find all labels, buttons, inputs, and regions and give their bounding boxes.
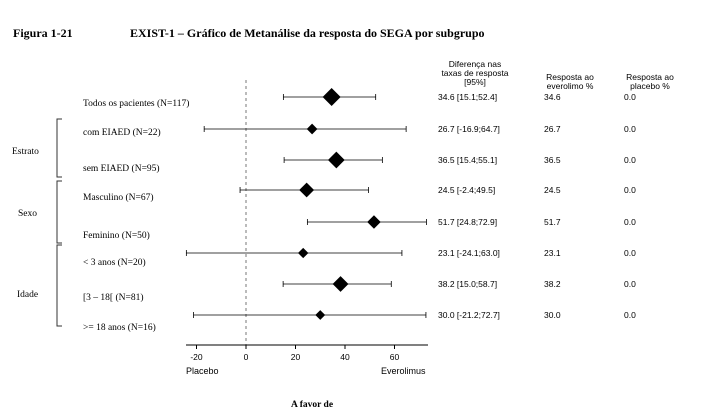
group-label: Estrato xyxy=(12,147,39,157)
ci-value: 26.7 [-16.9;64.7] xyxy=(438,124,500,134)
figure-title: EXIST-1 – Gráfico de Metanálise da respo… xyxy=(130,26,485,40)
estimate-diamond xyxy=(332,276,349,292)
row-label: [3 – 18[ (N=81) xyxy=(83,293,144,303)
figure-label: Figura 1-21 xyxy=(13,26,73,40)
estimate-diamond xyxy=(367,215,381,229)
ci-value: 30.0 [-21.2;72.7] xyxy=(438,310,500,320)
everolimo-value: 24.5 xyxy=(544,185,561,195)
everolimo-value: 30.0 xyxy=(544,310,561,320)
placebo-value: 0.0 xyxy=(624,185,636,195)
group-label: Sexo xyxy=(18,209,37,219)
everolimo-value: 36.5 xyxy=(544,155,561,165)
estimate-diamond xyxy=(322,88,341,106)
x-axis-right-label: Everolimus xyxy=(381,366,426,376)
row-label: Feminino (N=50) xyxy=(83,231,150,241)
ci-value: 51.7 [24.8;72.9] xyxy=(438,217,498,227)
placebo-value: 0.0 xyxy=(624,279,636,289)
placebo-value: 0.0 xyxy=(624,124,636,134)
x-tick-label: -20 xyxy=(190,352,203,362)
row-label: com EIAED (N=22) xyxy=(83,128,161,138)
placebo-value: 0.0 xyxy=(624,92,636,102)
everolimo-value: 38.2 xyxy=(544,279,561,289)
placebo-value: 0.0 xyxy=(624,248,636,258)
group-label: Idade xyxy=(17,290,39,300)
x-axis-title: A favor de xyxy=(291,400,334,410)
everolimo-value: 26.7 xyxy=(544,124,561,134)
col-header-diff: Diferença nas taxas de resposta [95%] xyxy=(441,59,509,87)
col-header-placebo: Resposta ao placebo % xyxy=(626,72,674,91)
col-header-everolimo: Resposta ao everolimo % xyxy=(546,72,594,91)
everolimo-value: 34.6 xyxy=(544,92,561,102)
ci-value: 34.6 [15.1;52.4] xyxy=(438,92,498,102)
row-label: sem EIAED (N=95) xyxy=(83,164,160,174)
everolimo-value: 51.7 xyxy=(544,217,561,227)
ci-value: 36.5 [15.4;55.1] xyxy=(438,155,498,165)
x-tick-label: 20 xyxy=(291,352,301,362)
x-tick-label: 40 xyxy=(340,352,350,362)
everolimo-value: 23.1 xyxy=(544,248,561,258)
estimate-diamond xyxy=(299,182,315,198)
group-bracket xyxy=(56,244,62,327)
x-tick-label: 0 xyxy=(244,352,249,362)
placebo-value: 0.0 xyxy=(624,217,636,227)
ci-value: 24.5 [-2.4;49.5] xyxy=(438,185,496,195)
row-label: Masculino (N=67) xyxy=(83,193,154,203)
x-tick-label: 60 xyxy=(390,352,400,362)
row-label: Todos os pacientes (N=117) xyxy=(83,99,190,109)
group-bracket xyxy=(56,118,62,178)
estimate-diamond xyxy=(297,247,309,259)
estimate-diamond xyxy=(315,310,326,320)
placebo-value: 0.0 xyxy=(624,155,636,165)
ci-value: 38.2 [15.0;58.7] xyxy=(438,279,498,289)
row-label: >= 18 anos (N=16) xyxy=(83,323,156,333)
row-label: < 3 anos (N=20) xyxy=(83,258,146,268)
estimate-diamond xyxy=(327,151,345,169)
placebo-value: 0.0 xyxy=(624,310,636,320)
ci-value: 23.1 [-24.1;63.0] xyxy=(438,248,500,258)
estimate-diamond xyxy=(306,123,318,135)
x-axis-left-label: Placebo xyxy=(186,366,219,376)
group-bracket xyxy=(56,180,62,244)
